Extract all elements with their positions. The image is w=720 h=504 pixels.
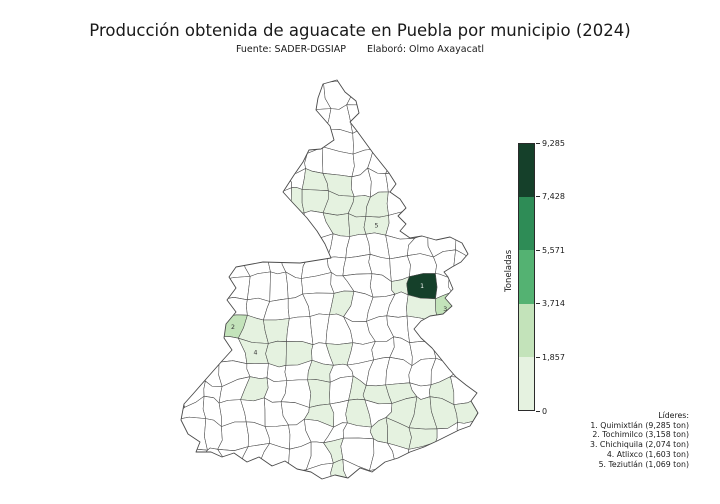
municipality-cell [181,416,208,451]
colorbar-tick-label: 3,714 [542,299,565,309]
municipality-cell [263,318,290,344]
municipality-cell [407,253,437,277]
colorbar-tick-mark [536,303,540,305]
leader-item: 1. Quimixtlán (9,285 ton) [590,420,689,430]
leader-item: 2. Tochimilco (3,158 ton) [592,430,689,440]
municipality-cell [196,358,223,387]
colorbar-segment [519,250,534,304]
municipality-cell [217,421,249,451]
municipality-cell [247,271,271,302]
leaders-header: Líderes: [658,411,689,420]
municipality-cell [219,276,251,301]
municipality-cell [307,379,331,408]
subtitle-author: Elaboró: Olmo Axayacatl [367,44,485,55]
figure-subtitle: Fuente: SADER-DGSIAP Elaboró: Olmo Axaya… [0,44,720,55]
state-outline [180,79,479,480]
leader-marker-1: 1 [420,283,424,290]
colorbar-tick-mark [536,249,540,251]
leader-marker-4: 4 [254,349,258,356]
colorbar-segment [519,144,534,198]
colorbar-segment [519,356,534,411]
municipality-cell [385,148,418,175]
municipality-cell [246,363,269,379]
municipality-cell [347,213,367,237]
colorbar-tick-label: 5,571 [542,245,565,255]
colorbar-tick-label: 0 [542,406,548,416]
subtitle-source: Fuente: SADER-DGSIAP [235,44,346,55]
municipality-cell [181,354,206,385]
municipality-cell [456,421,475,446]
colorbar-tick-mark [536,410,540,412]
colorbar-segment [519,197,534,251]
municipality-cell [281,469,307,479]
colorbar-tick-label: 7,428 [542,192,565,202]
leader-item: 3. Chichiquila (2,074 ton) [590,440,689,450]
leader-item: 4. Atlixco (1,603 ton) [606,449,689,459]
municipality-cell [181,376,186,408]
municipality-cell [286,316,314,345]
municipality-cell [450,376,478,405]
colorbar-axis-label: Toneladas [504,249,514,292]
leaders-list: Líderes: 1. Quimixtlán (9,285 ton) 2. Toc… [590,411,689,469]
page-title: Producción obtenida de aguacate en Puebl… [89,21,631,40]
colorbar-tick-mark [536,196,540,198]
colorbar-tick-mark [536,356,540,358]
colorbar-segment [519,303,534,357]
municipality-cell [414,207,430,239]
leader-marker-2: 2 [231,324,235,331]
leader-item: 5. Teziutlán (1,069 ton) [598,459,689,469]
municipality-cell [269,271,289,302]
colorbar-tick-mark [536,142,540,144]
municipality-cell [345,233,371,259]
municipality-cell [259,187,292,216]
municipality-cell [300,233,334,258]
leader-marker-3: 3 [443,306,447,313]
municipality-cell [305,108,332,131]
municipality-cell [266,363,288,382]
leader-marker-5: 5 [375,223,379,230]
colorbar-tick-label: 1,857 [542,352,565,362]
municipality-cell [289,212,305,240]
municipality-cell [265,340,287,368]
colorbar-tick-label: 9,285 [542,138,565,148]
colorbar [518,143,535,411]
